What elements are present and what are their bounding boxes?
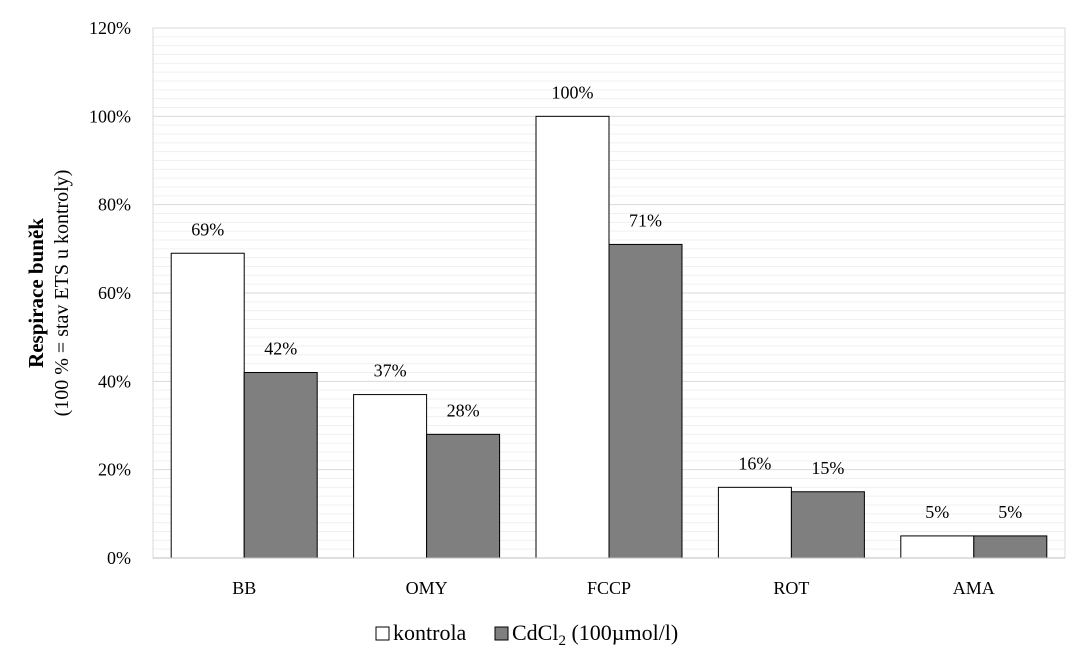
legend-swatch-cdcl2: [494, 626, 509, 641]
legend-label-cdcl2: CdCl2 (100µmol/l): [512, 620, 678, 649]
legend-cdcl2-subscript: 2: [558, 633, 566, 649]
x-tick-label: FCCP: [587, 578, 631, 598]
bar-cdcl2: [426, 433, 501, 559]
bar-cdcl2: [790, 491, 865, 559]
bar-kontrola: [900, 535, 975, 559]
y-tick-label: 100%: [89, 106, 131, 126]
y-tick-label: 60%: [98, 283, 131, 303]
bar-kontrola: [717, 486, 792, 559]
legend-swatch-kontrola: [375, 626, 390, 641]
legend-cdcl2-prefix: CdCl: [512, 620, 558, 645]
data-labels: 69% 42% 37% 28% 100% 71% 16% 15% 5% 5%: [191, 82, 1022, 522]
data-label: 5%: [925, 502, 949, 522]
data-label: 15%: [811, 458, 844, 478]
data-label: 69%: [191, 219, 224, 239]
data-label: 71%: [629, 210, 662, 230]
bar-cdcl2: [608, 243, 683, 559]
data-label: 28%: [447, 400, 480, 420]
y-axis-title: Respirace buněk: [24, 218, 48, 368]
x-tick-label: BB: [232, 578, 256, 598]
y-tick-label: 0%: [107, 548, 131, 568]
x-axis-ticks: BB OMY FCCP ROT AMA: [232, 578, 995, 598]
legend: kontrola CdCl2 (100µmol/l): [375, 620, 678, 649]
y-tick-label: 40%: [98, 371, 131, 391]
bar-kontrola: [353, 394, 428, 559]
data-label: 16%: [738, 453, 771, 473]
y-tick-label: 20%: [98, 460, 131, 480]
legend-cdcl2-suffix: (100µmol/l): [566, 620, 678, 645]
bar-cdcl2: [973, 535, 1048, 559]
y-axis-subtitle: (100 % = stav ETS u kontroly): [51, 170, 73, 417]
x-tick-label: OMY: [406, 578, 448, 598]
bars: [170, 115, 1048, 559]
data-label: 100%: [552, 82, 594, 102]
data-label: 37%: [374, 361, 407, 381]
legend-label-kontrola: kontrola: [393, 620, 467, 645]
data-label: 5%: [998, 502, 1022, 522]
bar-cdcl2: [243, 372, 318, 559]
y-axis-ticks: 0% 20% 40% 60% 80% 100% 120%: [89, 18, 131, 568]
y-tick-label: 120%: [89, 18, 131, 38]
data-label: 42%: [264, 339, 297, 359]
x-tick-label: ROT: [773, 578, 809, 598]
bar-kontrola: [535, 115, 610, 559]
x-tick-label: AMA: [953, 578, 995, 598]
bar-kontrola: [170, 252, 245, 559]
y-tick-label: 80%: [98, 195, 131, 215]
